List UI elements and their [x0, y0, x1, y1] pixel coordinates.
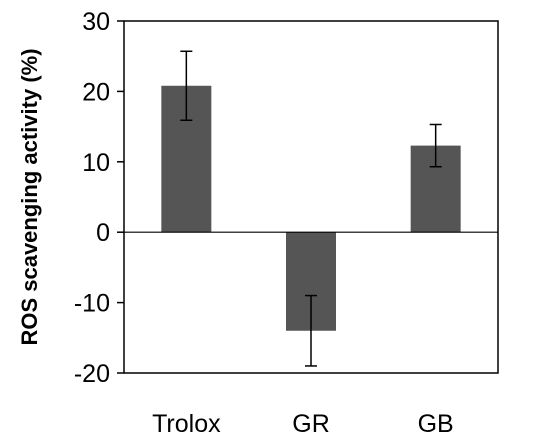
- bars: [161, 85, 461, 331]
- error-bars: [180, 50, 442, 367]
- plot-frame: [123, 20, 499, 374]
- y-tick-label: 30: [82, 8, 110, 36]
- x-axis-tick-labels: Trolox GR GB: [152, 410, 454, 438]
- x-tick-label-gr: GR: [292, 410, 330, 438]
- y-axis-title: ROS scavenging activity (%): [17, 48, 42, 345]
- x-tick-label-trolox: Trolox: [152, 410, 221, 438]
- y-tick-label: -10: [74, 290, 110, 318]
- y-tick-label: 20: [82, 78, 110, 106]
- y-tick-label: 10: [82, 149, 110, 177]
- y-axis-tick-labels: 30 20 10 0 -10 -20: [74, 8, 110, 388]
- y-tick-label: -20: [74, 360, 110, 388]
- y-tick-label: 0: [96, 219, 110, 247]
- x-tick-label-gb: GB: [418, 410, 454, 438]
- y-axis-ticks: [117, 20, 124, 374]
